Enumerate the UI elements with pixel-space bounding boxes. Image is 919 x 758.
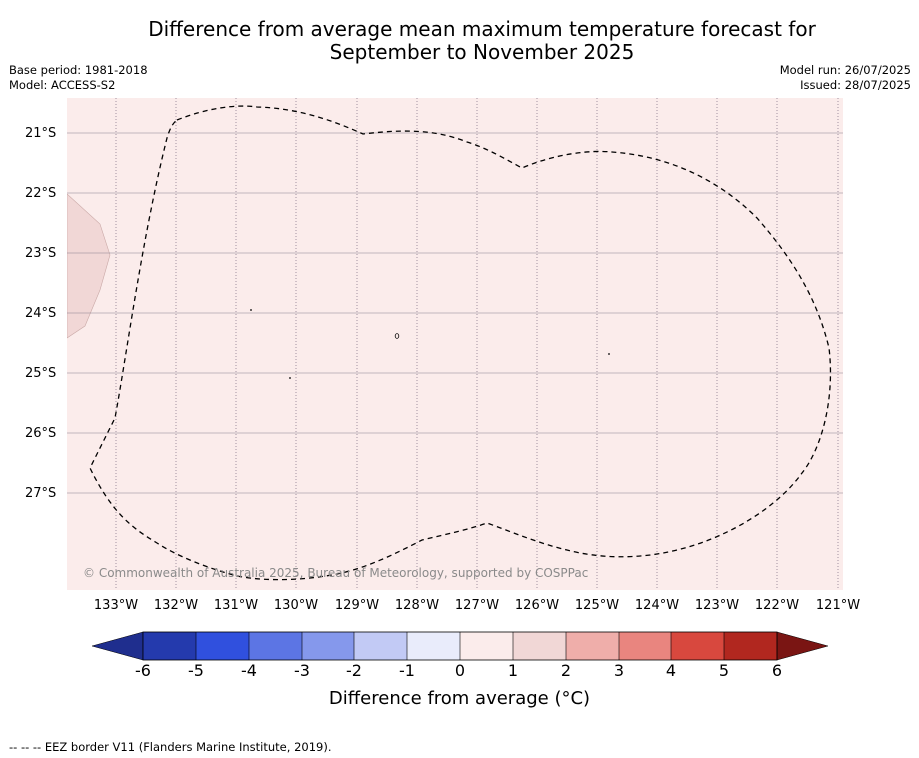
- colorbar-tick-minus1: -1: [399, 661, 415, 680]
- colorbar-tick-6: 6: [771, 661, 783, 680]
- colorbar-tick-minus4: -4: [241, 661, 257, 680]
- lon-label-130w: 130°W: [273, 598, 319, 613]
- colorbar-bin-7: [460, 632, 513, 660]
- lat-label-23s: 23°S: [25, 246, 57, 261]
- colorbar-arrow-low: [91, 631, 144, 661]
- colorbar-bin-11: [671, 632, 724, 660]
- colorbar-bin-5: [354, 632, 407, 660]
- lat-label-22s: 22°S: [25, 186, 57, 201]
- base-period-text: Base period: 1981-2018: [9, 63, 148, 77]
- colorbar-bin-6: [407, 632, 460, 660]
- lat-label-24s: 24°S: [25, 306, 57, 321]
- map-panel[interactable]: [67, 98, 843, 590]
- colorbar-frame: [142, 631, 778, 661]
- model-text: Model: ACCESS-S2: [9, 78, 116, 92]
- lon-label-131w: 131°W: [213, 598, 259, 613]
- lon-label-129w: 129°W: [334, 598, 380, 613]
- colorbar-tick-4: 4: [665, 661, 677, 680]
- lon-label-124w: 124°W: [634, 598, 680, 613]
- lon-label-133w: 133°W: [93, 598, 139, 613]
- lon-label-122w: 122°W: [754, 598, 800, 613]
- colorbar-label: Difference from average (°C): [328, 688, 591, 709]
- colorbar-bin-10: [619, 632, 671, 660]
- lon-label-123w: 123°W: [694, 598, 740, 613]
- meta-left: Base period: 1981-2018 Model: ACCESS-S2: [9, 63, 148, 93]
- colorbar-tick-minus6: -6: [135, 661, 151, 680]
- islands: [250, 309, 610, 379]
- colorbar-tick-minus2: -2: [346, 661, 362, 680]
- colorbar-tick-minus3: -3: [294, 661, 310, 680]
- colorbar-bin-1: [143, 632, 196, 660]
- copyright-text: © Commonwealth of Australia 2025, Bureau…: [83, 566, 589, 580]
- colorbar-bin-8: [513, 632, 566, 660]
- lon-label-132w: 132°W: [153, 598, 199, 613]
- lat-label-25s: 25°S: [25, 366, 57, 381]
- latitude-gridlines: [67, 132, 843, 494]
- lat-label-26s: 26°S: [25, 426, 57, 441]
- lat-label-27s: 27°S: [25, 486, 57, 501]
- lon-label-127w: 127°W: [454, 598, 500, 613]
- lon-label-121w: 121°W: [815, 598, 861, 613]
- colorbar-bin-3: [249, 632, 302, 660]
- colorbar-tick-minus5: -5: [188, 661, 204, 680]
- map-canvas: [67, 98, 843, 590]
- lon-label-125w: 125°W: [574, 598, 620, 613]
- colorbar-dividers: [195, 632, 725, 660]
- longitude-gridlines: [115, 98, 839, 590]
- model-run-text: Model run: 26/07/2025: [779, 63, 911, 77]
- colorbar-bin-9: [566, 632, 619, 660]
- anomaly-patch-west: [67, 193, 111, 339]
- title-line-1: Difference from average mean maximum tem…: [148, 17, 816, 41]
- issued-text: Issued: 28/07/2025: [800, 78, 911, 92]
- lon-label-126w: 126°W: [514, 598, 560, 613]
- colorbar: [91, 631, 829, 661]
- colorbar-tick-2: 2: [560, 661, 572, 680]
- colorbar-tick-0: 0: [454, 661, 466, 680]
- colorbar-arrow-high: [776, 631, 829, 661]
- eez-border: [89, 105, 832, 581]
- colorbar-tick-3: 3: [613, 661, 625, 680]
- meta-right: Model run: 26/07/2025 Issued: 28/07/2025: [780, 63, 911, 93]
- colorbar-bin-4: [302, 632, 354, 660]
- colorbar-tick-5: 5: [718, 661, 730, 680]
- eez-footnote: -- -- -- EEZ border V11 (Flanders Marine…: [9, 740, 332, 754]
- lon-label-128w: 128°W: [394, 598, 440, 613]
- colorbar-bin-12: [724, 632, 777, 660]
- colorbar-bin-2: [196, 632, 249, 660]
- colorbar-tick-1: 1: [507, 661, 519, 680]
- lat-label-21s: 21°S: [25, 126, 57, 141]
- map-title: Difference from average mean maximum tem…: [0, 18, 919, 64]
- title-line-2: September to November 2025: [329, 40, 635, 64]
